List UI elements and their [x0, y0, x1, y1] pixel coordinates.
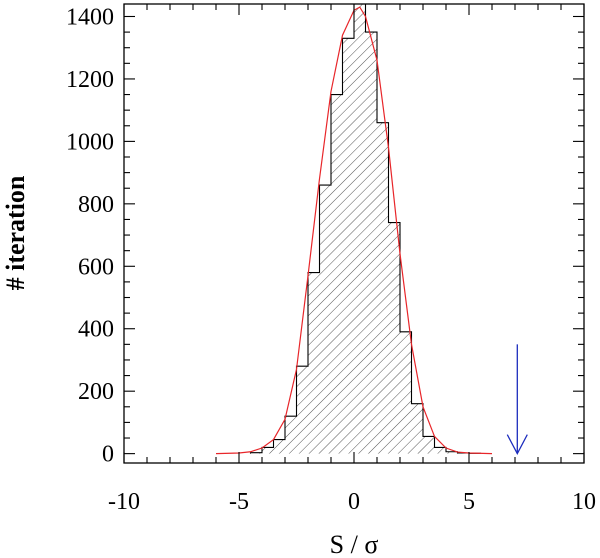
x-axis-label: S / σ: [330, 530, 379, 558]
x-tick-labels: -10 -5 0 5 10: [108, 489, 596, 515]
y-tick-label: 0: [102, 442, 114, 468]
y-tick-label: 200: [78, 379, 114, 405]
x-tick-label: 10: [572, 489, 596, 515]
histogram-bar: [434, 447, 446, 454]
arrow-layer: [506, 344, 528, 456]
gaussian-fit-line: [215, 6, 493, 455]
x-tick-label: -10: [108, 489, 140, 515]
histogram-bar: [446, 451, 458, 454]
histogram-bar: [365, 32, 377, 454]
histogram-bar: [308, 272, 320, 454]
y-axis-label: # iteration: [1, 175, 30, 290]
y-tick-label: 1000: [66, 129, 114, 155]
y-tick-label: 800: [78, 192, 114, 218]
histogram-bar: [354, 4, 366, 454]
histogram-bar: [331, 94, 343, 454]
x-tick-label: 0: [348, 489, 360, 515]
histogram-bar: [319, 185, 331, 454]
histogram-bar: [423, 436, 435, 454]
y-tick-label: 1400: [66, 4, 114, 30]
fit-curve-layer: [215, 6, 493, 455]
x-tick-label: -5: [229, 489, 249, 515]
histogram-bar: [342, 38, 354, 454]
histogram-bar: [296, 366, 308, 454]
histogram-bar: [262, 447, 274, 454]
y-tick-label: 600: [78, 254, 114, 280]
histogram-bar: [388, 222, 400, 454]
x-tick-label: 5: [463, 489, 475, 515]
histogram-layer: [249, 4, 482, 454]
histogram-bar: [285, 416, 297, 454]
y-tick-label: 1200: [66, 67, 114, 93]
y-tick-label: 400: [78, 317, 114, 343]
histogram-bar: [400, 331, 412, 454]
arrow-head: [506, 434, 528, 456]
histogram-bar: [273, 439, 285, 454]
tick-layer: [123, 4, 585, 463]
histogram-bar: [411, 403, 423, 454]
histogram-bar: [377, 122, 389, 454]
y-tick-labels: 0 200 400 600 800 1000 1200 1400: [66, 4, 114, 467]
